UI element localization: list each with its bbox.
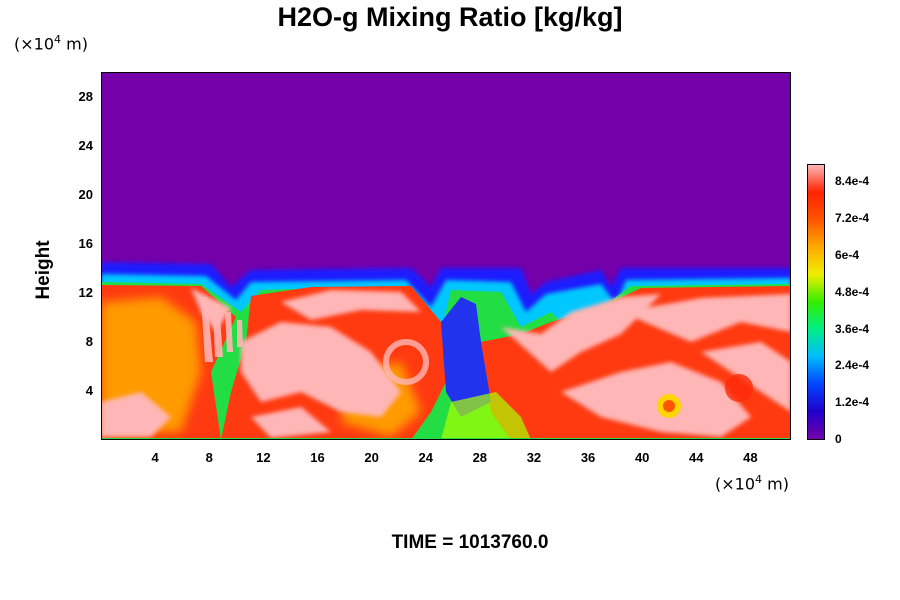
x-tick-label: 40 — [634, 450, 650, 465]
colorbar-tick-label: 6e-4 — [835, 248, 860, 262]
y-axis-label: Height — [33, 240, 54, 300]
y-tick-label: 16 — [78, 235, 93, 251]
x-tick-label: 48 — [743, 450, 758, 465]
plot-area — [101, 72, 791, 440]
y-tick-label: 4 — [85, 382, 93, 398]
moist-layer — [101, 262, 791, 440]
x-tick-label: 12 — [256, 450, 271, 465]
plot-frame — [101, 72, 791, 440]
y-axis-unit: (×104 m) — [14, 33, 88, 54]
y-tick-label: 12 — [78, 284, 93, 300]
colorbar-tick-label: 7.2e-4 — [835, 211, 870, 226]
colorbar — [807, 164, 825, 440]
colorbar-tick-label: 4.8e-4 — [835, 284, 870, 299]
time-label: TIME = 1013760.0 — [391, 532, 549, 553]
x-tick-label: 8 — [205, 450, 213, 465]
colorbar-tick-label: 2.4e-4 — [835, 358, 870, 373]
x-tick-label: 44 — [689, 450, 704, 465]
y-tick-label: 8 — [85, 333, 93, 349]
x-tick-label: 24 — [418, 450, 433, 465]
y-tick-label: 28 — [78, 88, 93, 104]
x-tick-label: 20 — [364, 450, 379, 465]
x-tick-label: 32 — [526, 450, 542, 465]
x-tick-label: 4 — [151, 450, 159, 465]
colorbar-tick-label: 3.6e-4 — [835, 321, 870, 336]
y-tick-label: 24 — [78, 137, 93, 153]
colorbar-tick-label: 0 — [835, 432, 842, 446]
x-tick-label: 16 — [310, 450, 325, 465]
x-tick-label: 28 — [472, 450, 488, 465]
colorbar-tick-label: 8.4e-4 — [835, 174, 870, 189]
chart-title: H2O-g Mixing Ratio [kg/kg] — [277, 2, 623, 32]
y-tick-label: 20 — [78, 186, 93, 202]
x-axis-unit: (×104 m) — [715, 473, 789, 494]
x-tick-label: 36 — [580, 450, 596, 465]
colorbar-tick-label: 1.2e-4 — [835, 395, 870, 410]
